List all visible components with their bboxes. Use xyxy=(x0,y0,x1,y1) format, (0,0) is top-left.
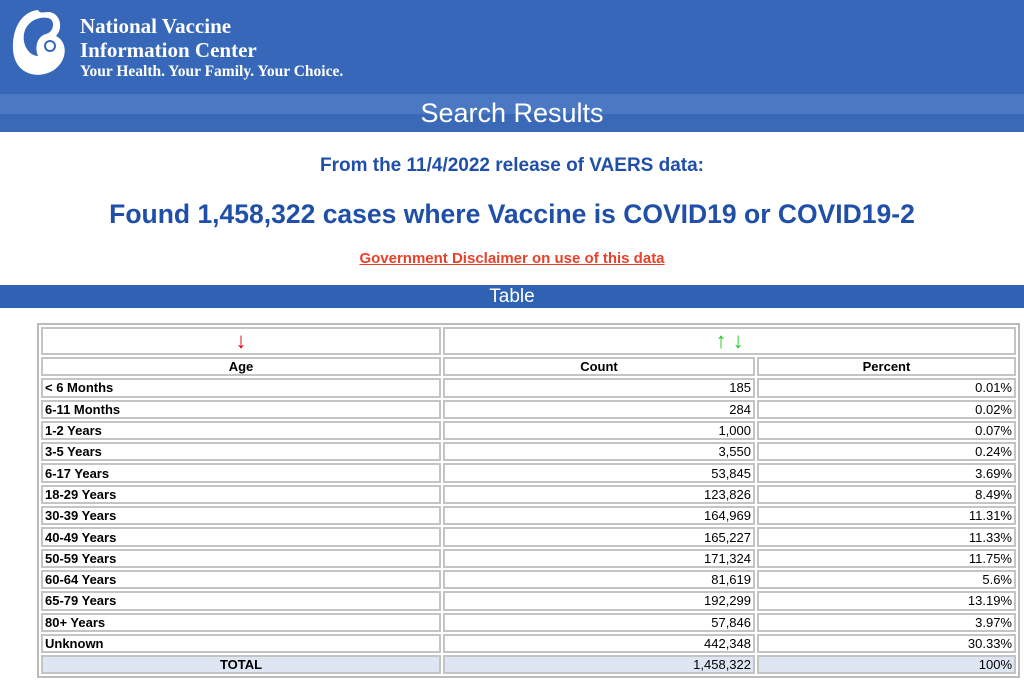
age-cell: 3-5 Years xyxy=(41,442,441,462)
table-row: 6-11 Months 284 0.02% xyxy=(41,399,1016,419)
percent-cell: 0.07% xyxy=(757,420,1016,441)
age-cell: 6-17 Years xyxy=(41,463,441,483)
site-header: National Vaccine Information Center Your… xyxy=(0,0,1024,94)
age-cell: 80+ Years xyxy=(41,612,441,632)
col-age: Age xyxy=(41,357,441,377)
age-cell: < 6 Months xyxy=(41,378,441,398)
table-row: 40-49 Years 165,227 11.33% xyxy=(41,527,1016,547)
age-cell: 18-29 Years xyxy=(41,484,441,505)
table-row: 60-64 Years 81,619 5.6% xyxy=(41,569,1016,590)
percent-cell: 11.33% xyxy=(757,527,1016,547)
count-cell: 171,324 xyxy=(443,548,755,568)
age-cell: 6-11 Months xyxy=(41,399,441,419)
age-cell: 50-59 Years xyxy=(41,548,441,568)
age-cell: 65-79 Years xyxy=(41,591,441,611)
percent-cell: 0.02% xyxy=(757,399,1016,419)
percent-cell: 13.19% xyxy=(757,591,1016,611)
table-row: 50-59 Years 171,324 11.75% xyxy=(41,548,1016,568)
age-cell: 60-64 Years xyxy=(41,569,441,590)
table-row: 6-17 Years 53,845 3.69% xyxy=(41,463,1016,483)
percent-cell: 100% xyxy=(757,655,1016,675)
percent-cell: 0.24% xyxy=(757,442,1016,462)
age-cell: TOTAL xyxy=(41,655,441,675)
count-cell: 185 xyxy=(443,378,755,398)
table-row: 80+ Years 57,846 3.97% xyxy=(41,612,1016,632)
count-cell: 123,826 xyxy=(443,484,755,505)
release-info: From the 11/4/2022 release of VAERS data… xyxy=(319,155,705,176)
col-percent: Percent xyxy=(757,357,1016,377)
count-cell: 164,969 xyxy=(443,506,755,526)
percent-cell: 0.01% xyxy=(757,378,1016,398)
count-cell: 53,845 xyxy=(443,463,755,483)
age-cell: 1-2 Years xyxy=(41,420,441,441)
results-summary: Found 1,458,322 cases where Vaccine is C… xyxy=(109,199,915,229)
count-cell: 284 xyxy=(443,399,755,419)
percent-cell: 30.33% xyxy=(757,633,1016,654)
percent-cell: 11.75% xyxy=(757,548,1016,568)
table-row: Unknown 442,348 30.33% xyxy=(41,633,1016,654)
tagline: Your Health. Your Family. Your Choice. xyxy=(80,63,344,80)
page-title: Search Results xyxy=(0,94,1024,132)
percent-cell: 3.97% xyxy=(757,612,1016,632)
results-table: ↓ ↑ ↓ Age Count Percent < 6 Months 185 0.0… xyxy=(37,323,1020,679)
org-name: National Vaccine Information Center Your… xyxy=(80,14,344,80)
percent-cell: 11.31% xyxy=(757,506,1016,526)
sort-up-icon[interactable]: ↑ xyxy=(715,328,727,353)
percent-cell: 8.49% xyxy=(757,484,1016,505)
table-row: 1-2 Years 1,000 0.07% xyxy=(41,420,1016,441)
sort-down-icon[interactable]: ↓ xyxy=(732,328,744,353)
table-row: 18-29 Years 123,826 8.49% xyxy=(41,484,1016,505)
count-cell: 1,458,322 xyxy=(443,655,755,675)
total-row: TOTAL 1,458,322 100% xyxy=(41,655,1016,675)
table-row: 65-79 Years 192,299 13.19% xyxy=(41,591,1016,611)
count-cell: 57,846 xyxy=(443,612,755,632)
age-cell: Unknown xyxy=(41,633,441,654)
table-row: < 6 Months 185 0.01% xyxy=(41,378,1016,398)
table-section-bar: Table xyxy=(0,285,1024,308)
count-cell: 192,299 xyxy=(443,591,755,611)
percent-cell: 5.6% xyxy=(757,569,1016,590)
count-cell: 81,619 xyxy=(443,569,755,590)
count-cell: 1,000 xyxy=(443,420,755,441)
count-cell: 165,227 xyxy=(443,527,755,547)
percent-cell: 3.69% xyxy=(757,463,1016,483)
col-count: Count xyxy=(443,357,755,377)
header-row: Age Count Percent xyxy=(41,357,1016,377)
count-cell: 3,550 xyxy=(443,442,755,462)
age-cell: 40-49 Years xyxy=(41,527,441,547)
table-row: 30-39 Years 164,969 11.31% xyxy=(41,506,1016,526)
nvic-logo-icon[interactable] xyxy=(8,6,72,80)
sort-down-icon[interactable]: ↓ xyxy=(235,328,247,353)
age-cell: 30-39 Years xyxy=(41,506,441,526)
table-row: 3-5 Years 3,550 0.24% xyxy=(41,442,1016,462)
count-cell: 442,348 xyxy=(443,633,755,654)
disclaimer-link[interactable]: Government Disclaimer on use of this dat… xyxy=(359,250,665,267)
